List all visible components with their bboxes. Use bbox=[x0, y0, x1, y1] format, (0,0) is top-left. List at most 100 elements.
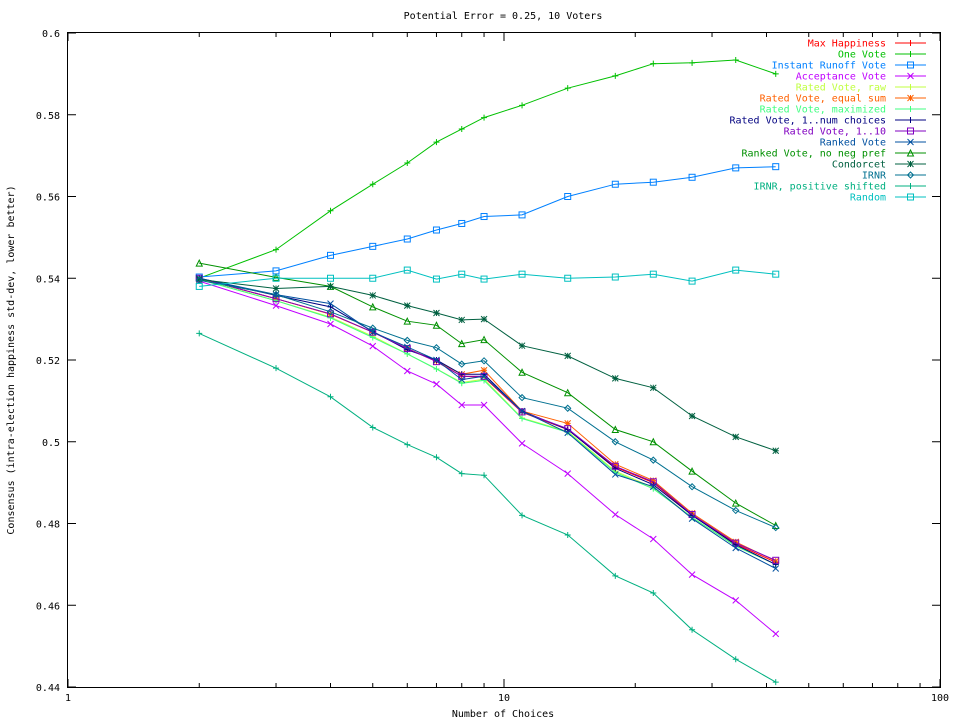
data-point bbox=[688, 511, 696, 519]
legend-item: Ranked Vote, no neg pref bbox=[742, 148, 926, 160]
data-point bbox=[564, 531, 571, 538]
data-point bbox=[772, 163, 780, 171]
series-line bbox=[199, 262, 776, 526]
data-point bbox=[732, 266, 740, 274]
data-point bbox=[327, 283, 334, 290]
data-point bbox=[564, 420, 572, 427]
series-line bbox=[199, 280, 777, 635]
data-point bbox=[403, 343, 411, 351]
data-point bbox=[369, 328, 377, 336]
data-point bbox=[649, 483, 657, 491]
legend-label: IRNR bbox=[862, 171, 887, 182]
series-7 bbox=[196, 275, 779, 568]
legend-marker bbox=[907, 72, 914, 80]
legend-item: Random bbox=[850, 193, 926, 204]
series-12 bbox=[195, 276, 780, 532]
series-5 bbox=[195, 274, 780, 565]
plot-frame bbox=[67, 32, 941, 688]
data-point bbox=[480, 335, 488, 344]
data-point bbox=[772, 565, 780, 572]
data-point bbox=[688, 412, 696, 420]
data-point bbox=[772, 270, 780, 278]
legend-item: IRNR bbox=[862, 171, 926, 182]
data-point bbox=[518, 270, 526, 278]
data-point bbox=[688, 277, 696, 285]
legend-marker bbox=[907, 193, 914, 201]
data-point bbox=[433, 454, 440, 461]
legend-item: Rated Vote, 1..10 bbox=[784, 127, 926, 138]
data-point bbox=[480, 366, 488, 374]
data-point bbox=[458, 126, 465, 133]
legend-label: Rated Vote, 1..10 bbox=[784, 127, 886, 138]
data-point bbox=[480, 372, 488, 380]
data-point bbox=[771, 521, 780, 530]
data-point bbox=[564, 425, 572, 433]
legend-marker bbox=[906, 148, 915, 157]
data-point bbox=[611, 180, 619, 188]
data-point bbox=[369, 424, 376, 431]
data-point bbox=[327, 393, 334, 400]
y-tick-label: 0.46 bbox=[36, 601, 60, 612]
data-point bbox=[611, 273, 619, 281]
legend-item: Rated Vote, raw bbox=[796, 83, 926, 94]
data-point bbox=[519, 512, 526, 519]
data-point bbox=[480, 315, 488, 323]
legend-marker bbox=[907, 61, 914, 69]
legend-marker bbox=[907, 127, 914, 135]
data-point bbox=[369, 292, 377, 299]
data-point bbox=[688, 467, 696, 475]
y-tick-label: 0.52 bbox=[36, 356, 60, 367]
data-point bbox=[564, 404, 572, 412]
y-tick-label: 0.58 bbox=[36, 111, 60, 122]
data-point bbox=[273, 365, 280, 372]
legend-label: Rated Vote, 1..num choices bbox=[729, 116, 886, 127]
data-point bbox=[432, 344, 441, 352]
legend-label: Max Happiness bbox=[808, 39, 886, 50]
data-point bbox=[564, 274, 572, 282]
data-point bbox=[649, 478, 657, 486]
data-point bbox=[403, 235, 411, 243]
data-point bbox=[518, 342, 526, 350]
data-point bbox=[272, 295, 280, 303]
data-point bbox=[689, 59, 696, 66]
data-point bbox=[564, 470, 572, 477]
data-point bbox=[772, 557, 780, 565]
data-point bbox=[772, 561, 779, 568]
legend-marker bbox=[907, 51, 914, 57]
legend-label: Random bbox=[850, 193, 886, 204]
data-point bbox=[518, 440, 526, 447]
data-point bbox=[564, 429, 572, 437]
data-point bbox=[326, 251, 334, 259]
series-line bbox=[199, 279, 776, 529]
data-point bbox=[772, 679, 779, 686]
data-point bbox=[327, 320, 334, 328]
data-point bbox=[518, 408, 526, 416]
legend-marker bbox=[907, 183, 914, 189]
data-point bbox=[611, 425, 620, 433]
series-1 bbox=[196, 56, 779, 282]
data-point bbox=[564, 85, 571, 92]
data-point bbox=[433, 356, 440, 364]
chart-title: Potential Error = 0.25, 10 Voters bbox=[404, 11, 603, 22]
data-point bbox=[518, 407, 526, 415]
data-point bbox=[732, 433, 740, 441]
data-point bbox=[433, 139, 440, 146]
x-tick-label: 100 bbox=[931, 693, 949, 704]
data-point bbox=[195, 282, 203, 290]
data-point bbox=[327, 207, 334, 214]
legend-marker bbox=[907, 84, 914, 90]
data-point bbox=[563, 388, 572, 397]
series-line bbox=[199, 269, 776, 287]
series-6 bbox=[196, 276, 779, 568]
data-point bbox=[649, 456, 658, 464]
data-point bbox=[611, 375, 619, 382]
legend-item: Rated Vote, 1..num choices bbox=[729, 116, 926, 127]
legend-item: Rated Vote, maximized bbox=[760, 105, 926, 116]
data-point bbox=[404, 441, 411, 448]
data-point bbox=[369, 328, 377, 336]
data-point bbox=[732, 56, 739, 63]
y-tick-label: 0.6 bbox=[42, 29, 60, 40]
data-point bbox=[195, 276, 203, 283]
data-point bbox=[369, 181, 376, 188]
